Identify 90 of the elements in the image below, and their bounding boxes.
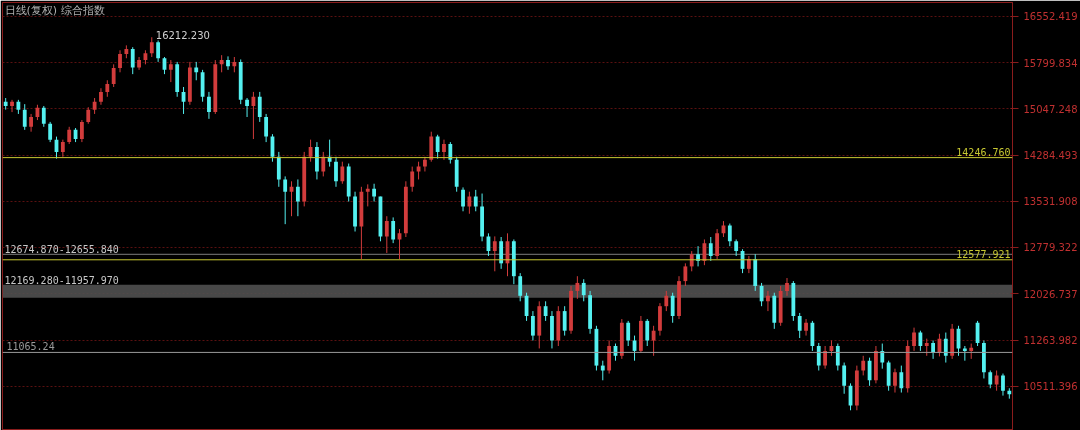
candlestick bbox=[168, 59, 173, 83]
candlestick bbox=[365, 183, 370, 207]
candlestick bbox=[295, 178, 300, 217]
candlestick bbox=[340, 161, 345, 185]
candlestick bbox=[696, 245, 700, 267]
band-label: 12674.870-12655.840 bbox=[4, 243, 119, 255]
candlestick bbox=[194, 61, 199, 81]
y-tick-label: 15799.834 bbox=[1023, 57, 1078, 69]
annotation: 16212.230 bbox=[155, 30, 210, 42]
candlestick bbox=[893, 368, 897, 394]
candlestick bbox=[48, 121, 53, 143]
candlestick bbox=[137, 56, 141, 71]
candlestick bbox=[435, 134, 440, 160]
y-tick-label: 12779.322 bbox=[1023, 242, 1078, 254]
candlestick bbox=[575, 275, 580, 300]
candlestick bbox=[492, 235, 497, 272]
ref-line-label: 14246.760 bbox=[956, 146, 1011, 158]
candlestick bbox=[912, 327, 916, 352]
candlestick bbox=[664, 290, 669, 312]
candlestick bbox=[283, 175, 288, 225]
candlestick bbox=[207, 91, 211, 120]
y-tick-label: 13531.908 bbox=[1023, 196, 1078, 208]
candlestick bbox=[531, 310, 535, 341]
candlestick bbox=[429, 131, 434, 163]
candlestick bbox=[245, 97, 249, 118]
candlestick bbox=[264, 113, 269, 143]
candlestick bbox=[918, 330, 923, 352]
candlestick bbox=[391, 216, 396, 244]
candlestick bbox=[962, 345, 967, 362]
candlestick bbox=[467, 191, 472, 215]
ref-line-label: 12577.921 bbox=[956, 248, 1011, 260]
candlestick bbox=[645, 318, 650, 347]
candlestick bbox=[130, 46, 135, 75]
candlestick bbox=[461, 186, 465, 212]
candlestick bbox=[41, 105, 46, 128]
candlestick bbox=[149, 36, 154, 58]
candlestick bbox=[562, 305, 567, 337]
candlestick bbox=[22, 103, 27, 131]
candlestick bbox=[499, 236, 504, 270]
candlestick bbox=[823, 345, 828, 370]
candlestick bbox=[727, 223, 732, 247]
candlestick bbox=[797, 312, 802, 339]
candlestick bbox=[118, 49, 122, 73]
chart-title: 日线(复权) 综合指数 bbox=[4, 3, 105, 17]
candlestick bbox=[943, 332, 948, 364]
candlestick bbox=[886, 360, 891, 392]
candlestick bbox=[111, 63, 116, 88]
candlestick bbox=[708, 236, 713, 262]
candlestick bbox=[1001, 373, 1005, 397]
candlestick bbox=[276, 151, 281, 188]
candlestick bbox=[156, 39, 161, 63]
candlestick bbox=[804, 318, 808, 337]
candlestick bbox=[683, 262, 688, 287]
candlestick bbox=[226, 55, 230, 71]
candlestick bbox=[384, 215, 389, 254]
candlestick bbox=[321, 151, 326, 177]
ref-line-label: 11065.24 bbox=[6, 341, 55, 353]
band-label: 12169.280-11957.970 bbox=[4, 274, 119, 286]
y-tick-label: 14284.493 bbox=[1023, 150, 1078, 162]
candlestick bbox=[518, 272, 523, 302]
y-tick-label: 10511.396 bbox=[1023, 381, 1078, 393]
candlestick bbox=[334, 156, 338, 188]
candlestick bbox=[651, 325, 656, 357]
candlestick bbox=[442, 139, 446, 161]
y-tick-label: 16552.419 bbox=[1023, 11, 1078, 23]
candlestick bbox=[372, 183, 377, 202]
y-tick-label: 12026.737 bbox=[1023, 288, 1078, 300]
candlestick bbox=[861, 355, 866, 376]
candlestick bbox=[899, 365, 904, 394]
candlestick bbox=[766, 290, 770, 312]
candlestick bbox=[543, 300, 548, 322]
candlestick bbox=[626, 320, 631, 347]
y-tick-label: 11263.982 bbox=[1023, 335, 1078, 347]
candlestick bbox=[880, 343, 885, 370]
candlestick bbox=[473, 189, 478, 212]
candlestick bbox=[80, 119, 84, 143]
candlestick bbox=[257, 91, 262, 123]
candlestick bbox=[715, 228, 720, 260]
candlestick bbox=[10, 99, 14, 113]
candlestick bbox=[816, 342, 821, 371]
candlestick bbox=[994, 369, 999, 392]
candlestick bbox=[931, 339, 935, 360]
candlestick bbox=[581, 278, 586, 302]
candlestick bbox=[410, 166, 415, 193]
y-tick-label: 15047.248 bbox=[1023, 103, 1078, 115]
candlestick bbox=[842, 362, 847, 395]
candlestick bbox=[785, 277, 789, 297]
candlestick bbox=[835, 343, 840, 371]
candlestick bbox=[448, 141, 453, 165]
candlestick bbox=[670, 292, 675, 324]
